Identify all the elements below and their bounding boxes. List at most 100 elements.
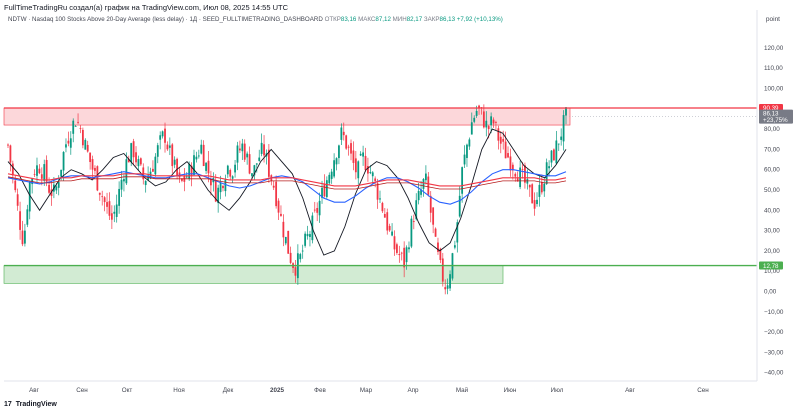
candle-body bbox=[176, 158, 178, 176]
candle-body bbox=[490, 116, 493, 126]
candle-body bbox=[89, 152, 92, 163]
candle-body bbox=[408, 247, 410, 250]
candle-body bbox=[33, 174, 36, 175]
candle-body bbox=[202, 144, 205, 167]
candle-body bbox=[108, 201, 111, 216]
x-tick-label: Фев bbox=[314, 387, 326, 394]
candle-body bbox=[214, 180, 217, 202]
candle-body bbox=[495, 122, 497, 123]
candle-body bbox=[238, 148, 241, 151]
candle-body bbox=[193, 155, 195, 175]
tradingview-logo-icon[interactable]: 17 bbox=[4, 401, 12, 408]
candle-body bbox=[110, 213, 113, 220]
candle-body bbox=[560, 136, 563, 140]
candle-body bbox=[36, 165, 38, 176]
candle-body bbox=[398, 253, 401, 256]
candle-body bbox=[350, 143, 352, 154]
candle-body bbox=[217, 187, 220, 204]
candle-body bbox=[161, 131, 164, 137]
x-tick-label: Май bbox=[456, 386, 469, 394]
candle-body bbox=[367, 166, 369, 174]
candle-body bbox=[516, 178, 519, 182]
candle-body bbox=[330, 171, 333, 179]
candle-body bbox=[280, 213, 282, 216]
candle-body bbox=[16, 194, 19, 206]
y-tick-label: 20,00 bbox=[764, 248, 780, 255]
candle-body bbox=[345, 135, 348, 149]
candle-body bbox=[309, 234, 311, 237]
x-tick-label: 2025 bbox=[270, 387, 285, 394]
candle-body bbox=[362, 152, 364, 157]
x-tick-label: Апр bbox=[407, 387, 419, 394]
candle-body bbox=[333, 160, 336, 177]
candle-body bbox=[492, 119, 495, 124]
candle-body bbox=[504, 141, 507, 159]
candle-body bbox=[284, 236, 287, 244]
candle-body bbox=[282, 221, 285, 238]
candle-body bbox=[231, 176, 234, 179]
candle-body bbox=[147, 175, 150, 181]
candle-body bbox=[335, 158, 338, 165]
candle-body bbox=[287, 230, 290, 254]
candle-body bbox=[200, 144, 203, 154]
candle-body bbox=[437, 242, 439, 252]
candle-body bbox=[434, 228, 437, 237]
candle-body bbox=[152, 168, 154, 172]
time-axis[interactable]: Авг Сен Окт Ноя Дек 2025 Фев Мар Апр Май Июн Июл Авг… bbox=[4, 380, 757, 394]
candle-body bbox=[159, 135, 162, 140]
candle-body bbox=[81, 129, 84, 146]
candle-body bbox=[524, 165, 526, 183]
candle-body bbox=[371, 172, 374, 177]
candle-body bbox=[21, 230, 24, 245]
candle-body bbox=[354, 158, 357, 173]
candle-body bbox=[473, 117, 476, 122]
candle-body bbox=[374, 178, 377, 181]
candle-body bbox=[229, 170, 232, 177]
candle-body bbox=[359, 153, 362, 156]
moving-averages-layer bbox=[7, 128, 567, 256]
candle-body bbox=[197, 155, 200, 157]
candle-body bbox=[120, 179, 123, 190]
candle-body bbox=[499, 136, 502, 144]
candle-body bbox=[272, 185, 275, 188]
support-tag: 12,78 bbox=[763, 263, 779, 270]
candle-body bbox=[69, 138, 72, 148]
candle-body bbox=[267, 149, 270, 177]
candle-body bbox=[318, 200, 321, 216]
candle-body bbox=[313, 209, 316, 211]
x-tick-label: Сен bbox=[76, 387, 88, 394]
candle-body bbox=[352, 150, 355, 163]
candle-body bbox=[543, 183, 546, 192]
candle-body bbox=[251, 173, 253, 177]
candle-body bbox=[65, 144, 67, 148]
candle-body bbox=[125, 159, 128, 184]
candle-body bbox=[405, 247, 408, 263]
candle-body bbox=[14, 180, 17, 191]
ma-line-darkred bbox=[7, 176, 567, 190]
candle-body bbox=[226, 165, 229, 175]
close-value: 86,13 bbox=[439, 16, 456, 23]
candle-body bbox=[531, 184, 534, 204]
symbol-name[interactable]: NDTW · Nasdaq 100 Stocks Above 20-Day Av… bbox=[8, 16, 323, 23]
candle-body bbox=[555, 140, 558, 164]
price-unit: point bbox=[765, 16, 780, 23]
price-axis[interactable]: 120,00110,00100,0090,0080,0070,0060,0050… bbox=[756, 10, 793, 381]
x-tick-label: Июн bbox=[504, 387, 517, 394]
candle-body bbox=[263, 144, 265, 156]
brand-name[interactable]: TradingView bbox=[15, 401, 57, 408]
candle-body bbox=[38, 168, 41, 174]
candle-body bbox=[127, 158, 130, 163]
high-value: 87,12 bbox=[375, 16, 391, 23]
candle-body bbox=[432, 207, 435, 225]
candle-body bbox=[60, 169, 63, 177]
candle-body bbox=[43, 164, 46, 181]
candle-body bbox=[526, 179, 529, 184]
candle-body bbox=[325, 180, 328, 198]
candle-body bbox=[260, 142, 263, 154]
candle-body bbox=[533, 200, 536, 209]
candle-body bbox=[487, 126, 490, 130]
y-tick-label: 120,00 bbox=[764, 45, 784, 52]
candle-body bbox=[94, 167, 96, 171]
candle-body bbox=[171, 144, 174, 167]
